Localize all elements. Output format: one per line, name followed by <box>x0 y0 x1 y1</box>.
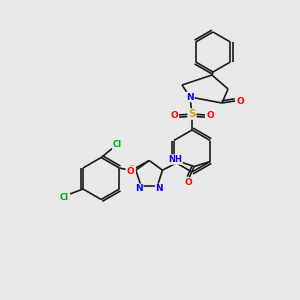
Text: N: N <box>135 184 143 193</box>
Text: N: N <box>156 184 163 193</box>
Text: O: O <box>126 167 134 176</box>
Text: O: O <box>184 178 192 187</box>
Text: O: O <box>206 110 214 119</box>
Text: Cl: Cl <box>112 140 122 149</box>
Text: NH: NH <box>168 155 182 164</box>
Text: S: S <box>188 109 196 119</box>
Text: S: S <box>129 165 135 174</box>
Text: O: O <box>170 110 178 119</box>
Text: N: N <box>186 92 194 101</box>
Text: Cl: Cl <box>59 193 69 202</box>
Text: O: O <box>236 97 244 106</box>
